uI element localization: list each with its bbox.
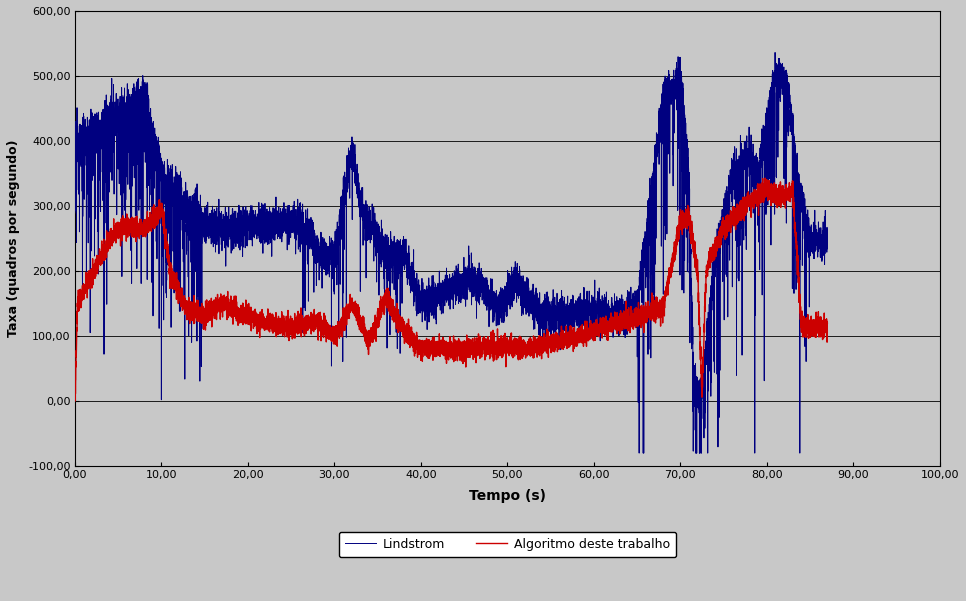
Algoritmo deste trabalho [70,397,81,404]
Legend: Lindstrom, Algoritmo deste trabalho: Lindstrom, Algoritmo deste trabalho [339,531,676,557]
Lindstrom [342,176,354,183]
Lindstrom [70,139,81,147]
Lindstrom [769,49,781,56]
Algoritmo deste trabalho [515,344,526,352]
Algoritmo deste trabalho [821,320,833,327]
Lindstrom [627,316,639,323]
Algoritmo deste trabalho [668,253,679,260]
Algoritmo deste trabalho [342,313,354,320]
Algoritmo deste trabalho [759,174,771,182]
Lindstrom [821,233,833,240]
Lindstrom [514,274,526,281]
Lindstrom [634,450,645,457]
Algoritmo deste trabalho [107,239,119,246]
Lindstrom [547,313,558,320]
Lindstrom [668,82,679,90]
Algoritmo deste trabalho [70,395,81,403]
Line: Lindstrom: Lindstrom [75,52,827,453]
Algoritmo deste trabalho [548,348,559,355]
Lindstrom [107,109,119,116]
X-axis label: Tempo (s): Tempo (s) [469,489,546,502]
Y-axis label: Taxa (quadros por segundo): Taxa (quadros por segundo) [7,140,20,337]
Line: Algoritmo deste trabalho: Algoritmo deste trabalho [75,178,827,401]
Algoritmo deste trabalho [627,324,639,331]
